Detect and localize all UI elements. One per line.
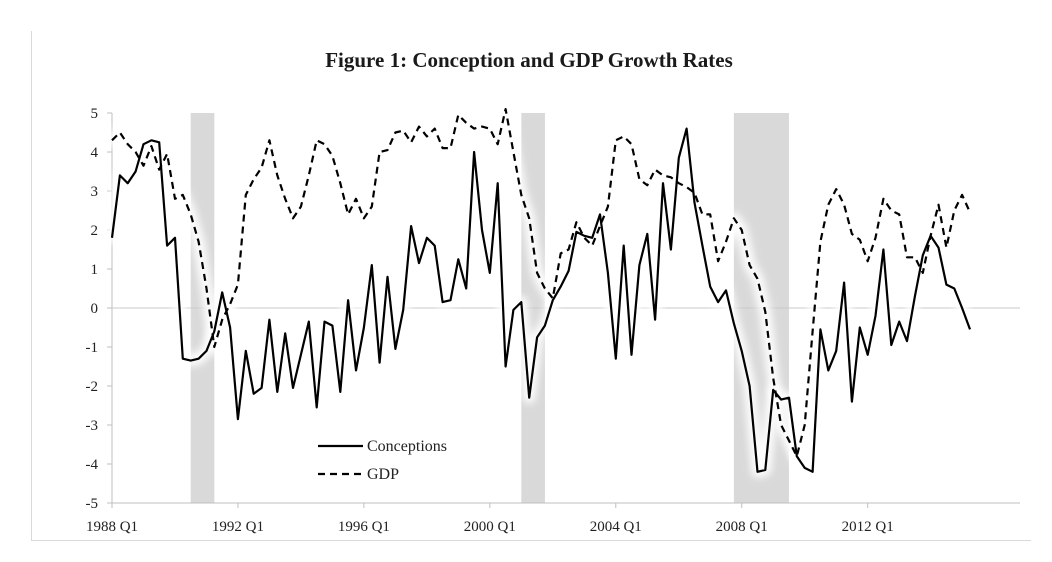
y-tick-label: 2: [91, 223, 99, 239]
legend: Conceptions GDP: [310, 430, 485, 490]
y-tick-label: -3: [86, 418, 99, 434]
x-tick-label: 1996 Q1: [338, 519, 390, 535]
y-tick-label: -4: [86, 457, 99, 473]
y-tick-label: -1: [86, 340, 99, 356]
x-tick-label: 2000 Q1: [464, 519, 516, 535]
series-lines: [110, 107, 972, 473]
x-tick-label: 2004 Q1: [590, 519, 642, 535]
y-tick-label: 3: [91, 184, 99, 200]
legend-box: [310, 430, 485, 490]
series-line-conceptions: [110, 127, 972, 473]
y-tick-label: 0: [91, 301, 99, 317]
y-tick-label: 1: [91, 262, 99, 278]
x-tick-label: 1992 Q1: [212, 519, 264, 535]
y-tick-label: -5: [86, 496, 99, 512]
legend-label-gdp: GDP: [367, 466, 399, 483]
chart-title: Figure 1: Conception and GDP Growth Rate…: [325, 48, 733, 72]
y-tick-label: 4: [91, 145, 99, 161]
series-line-gdp: [111, 107, 972, 458]
x-tick-label: 1988 Q1: [86, 519, 138, 535]
x-tick-label: 2012 Q1: [842, 519, 894, 535]
chart-frame: [31, 31, 1031, 541]
axes: 5 4 3 2 1 0 -1 -2 -3 -4 -5 1988 Q1 1992 Q1 1996 Q1 200…: [86, 106, 1020, 535]
y-tick-label: -2: [86, 379, 99, 395]
y-tick-label: 5: [91, 106, 99, 122]
legend-label-conceptions: Conceptions: [367, 438, 447, 455]
x-tick-label: 2008 Q1: [716, 519, 768, 535]
